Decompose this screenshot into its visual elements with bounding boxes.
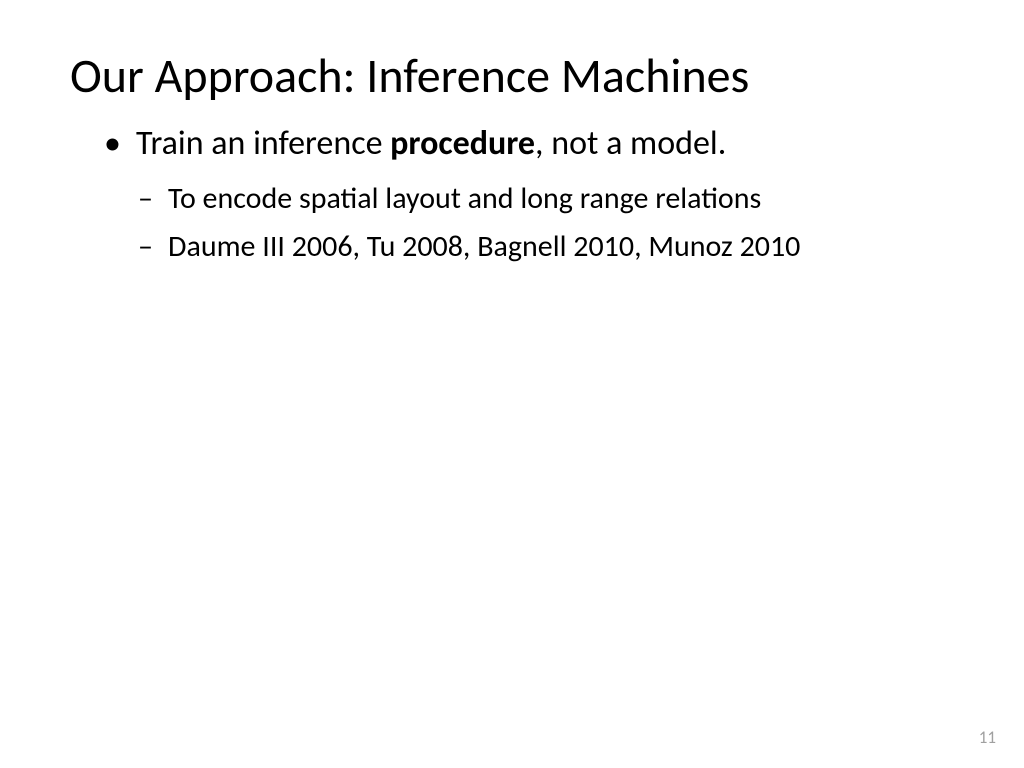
- bullet1a-text: To encode spatial layout and long range …: [168, 180, 761, 217]
- bullet1-text-suffix: , not a model.: [535, 123, 726, 164]
- bullet1b-text: Daume III 2006, Tu 2008, Bagnell 2010, M…: [168, 228, 800, 265]
- page-number: 11: [979, 727, 996, 748]
- slide-title: Our Approach: Inference Machines: [0, 0, 1024, 121]
- bullet1-text-bold: procedure: [390, 123, 535, 164]
- bullet-level2: Daume III 2006, Tu 2008, Bagnell 2010, M…: [132, 227, 954, 268]
- bullet-level2: To encode spatial layout and long range …: [132, 179, 954, 220]
- slide-content: Train an inference procedure, not a mode…: [0, 121, 1024, 268]
- bullet-level1: Train an inference procedure, not a mode…: [100, 121, 954, 167]
- bullet1-text-prefix: Train an inference: [136, 123, 390, 164]
